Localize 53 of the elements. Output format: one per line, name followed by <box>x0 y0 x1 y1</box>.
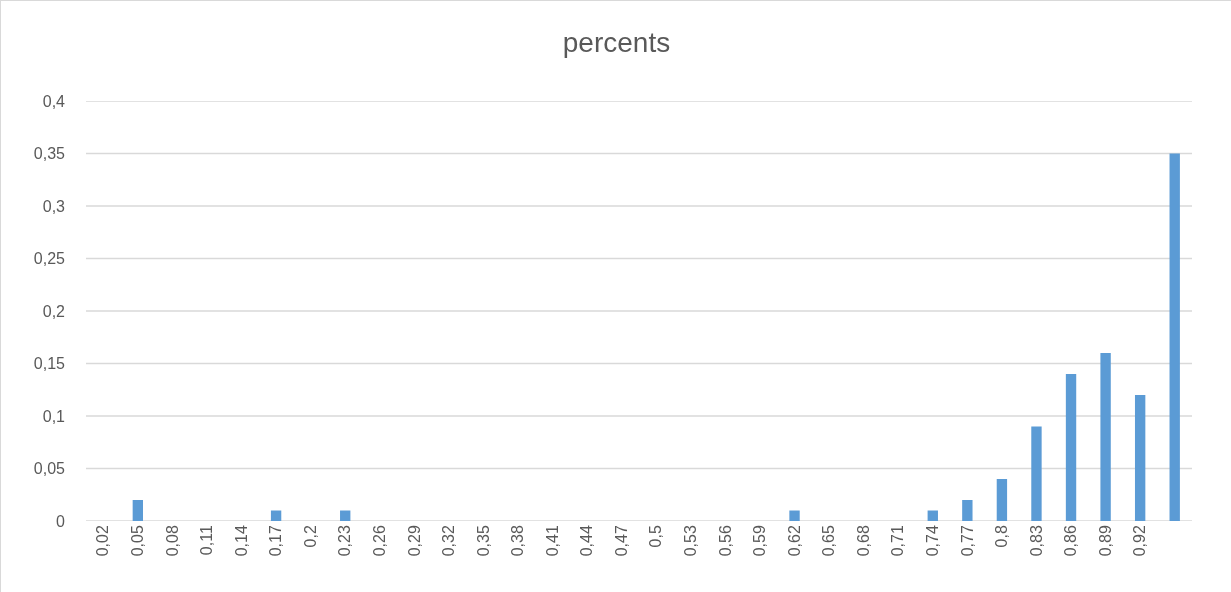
x-tick-label: 0,44 <box>578 525 596 557</box>
x-tick-label: 0,83 <box>1027 525 1045 557</box>
x-tick-label: 0,41 <box>543 525 561 557</box>
x-tick-label: 0,26 <box>370 525 388 557</box>
x-tick-label: 0,32 <box>440 525 458 557</box>
x-tick-label: 0,74 <box>923 525 941 557</box>
x-tick-label: 0,23 <box>336 525 354 557</box>
bar <box>340 510 351 521</box>
x-tick-label: 0,38 <box>509 525 527 557</box>
y-tick-label: 0,05 <box>33 460 66 478</box>
x-tick-label: 0,62 <box>785 525 803 557</box>
x-tick-label: 0,2 <box>301 525 319 548</box>
x-tick-label: 0,35 <box>474 525 492 557</box>
y-tick-label: 0,4 <box>42 92 66 110</box>
bar <box>132 500 144 521</box>
bar <box>1169 153 1180 521</box>
bar <box>1134 395 1146 521</box>
x-tick-label: 0,08 <box>163 525 181 557</box>
x-tick-label: 0,53 <box>682 525 700 557</box>
chart-title: percents <box>562 27 671 59</box>
x-tick-label: 0,8 <box>993 525 1011 548</box>
x-tick-label: 0,77 <box>958 525 976 557</box>
y-tick-label: 0 <box>56 512 66 530</box>
x-tick-label: 0,89 <box>1096 525 1114 557</box>
bar <box>1065 374 1077 521</box>
x-tick-label: 0,92 <box>1131 525 1149 557</box>
y-tick-label: 0,25 <box>33 250 66 268</box>
x-tick-label: 0,65 <box>820 525 838 557</box>
x-tick-label: 0,5 <box>647 525 665 548</box>
y-tick-label: 0,2 <box>42 302 66 320</box>
x-tick-label: 0,59 <box>751 525 769 557</box>
x-tick-label: 0,71 <box>889 525 907 557</box>
bar <box>789 510 800 521</box>
bar <box>1031 426 1042 521</box>
bar <box>1100 353 1111 521</box>
x-tick-label: 0,17 <box>267 525 285 557</box>
x-tick-label: 0,56 <box>716 525 734 557</box>
x-tick-label: 0,29 <box>405 525 423 557</box>
x-tick-label: 0,11 <box>198 525 216 556</box>
x-tick-label: 0,02 <box>94 525 112 557</box>
bar <box>927 510 938 521</box>
x-tick-label: 0,68 <box>854 525 872 557</box>
bar <box>996 479 1008 521</box>
y-tick-label: 0,1 <box>42 407 66 425</box>
bar <box>270 510 282 521</box>
x-tick-label: 0,47 <box>612 525 630 557</box>
x-tick-label: 0,14 <box>232 525 250 557</box>
y-tick-label: 0,3 <box>42 197 66 215</box>
y-tick-label: 0,35 <box>33 145 66 163</box>
y-tick-label: 0,15 <box>33 355 66 373</box>
x-tick-label: 0,86 <box>1062 525 1080 557</box>
x-tick-label: 0,05 <box>129 525 147 557</box>
bar <box>962 500 973 521</box>
